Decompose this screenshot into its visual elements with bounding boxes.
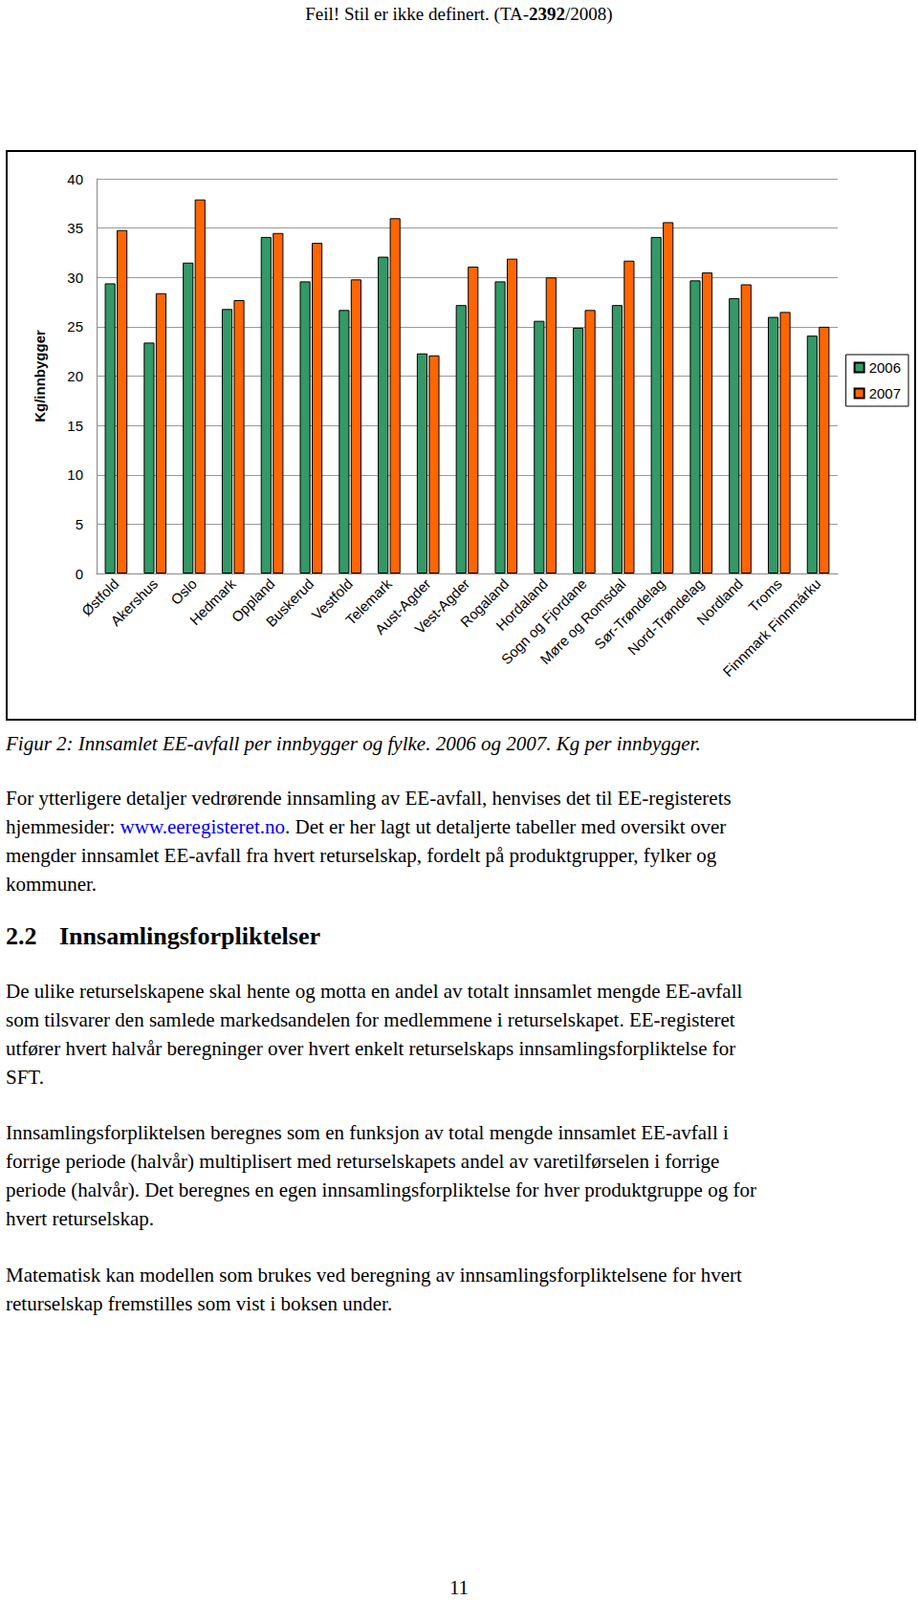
svg-text:35: 35 xyxy=(66,219,84,237)
svg-text:Møre og Romsdal: Møre og Romsdal xyxy=(536,575,629,668)
svg-text:5: 5 xyxy=(75,516,84,533)
svg-text:Vestfold: Vestfold xyxy=(308,575,356,624)
svg-text:Hedmark: Hedmark xyxy=(186,575,240,629)
svg-text:10: 10 xyxy=(66,466,84,483)
svg-text:2007: 2007 xyxy=(869,385,901,402)
svg-text:15: 15 xyxy=(66,417,84,435)
svg-text:Hordaland: Hordaland xyxy=(492,575,551,634)
html-text:11: 11 xyxy=(449,1576,469,1600)
html-text:hvert returselskap.: hvert returselskap. xyxy=(5,1207,155,1231)
svg-text:30: 30 xyxy=(66,269,84,286)
html-text:hjemmesider: www.eeregisteret.: hjemmesider: www.eeregisteret.no. Det er… xyxy=(5,815,726,839)
html-text:Innsamlingsforpliktelsen bereg: Innsamlingsforpliktelsen beregnes som en… xyxy=(5,1121,729,1145)
html-text:mengder innsamlet EE-avfall fr: mengder innsamlet EE-avfall fra hvert re… xyxy=(5,844,717,868)
svg-text:2006: 2006 xyxy=(869,359,901,376)
svg-text:Aust-Agder: Aust-Agder xyxy=(371,575,434,638)
html-text:returselskap fremstilles som v: returselskap fremstilles som vist i boks… xyxy=(5,1292,393,1316)
svg-text:Nordland: Nordland xyxy=(693,575,746,629)
html-text:Innsamlingsforpliktelser: Innsamlingsforpliktelser xyxy=(59,922,321,951)
svg-text:Buskerud: Buskerud xyxy=(262,575,318,631)
html-text:forrige periode (halvår) multi: forrige periode (halvår) multiplisert me… xyxy=(5,1150,720,1174)
svg-text:20: 20 xyxy=(66,368,84,385)
svg-text:Vest-Agder: Vest-Agder xyxy=(411,575,473,637)
svg-text:25: 25 xyxy=(66,318,84,335)
svg-text:0: 0 xyxy=(75,566,84,583)
svg-text:Akershus: Akershus xyxy=(107,575,161,630)
html-text:Matematisk kan modellen som br: Matematisk kan modellen som brukes ved b… xyxy=(5,1264,742,1288)
svg-text:Telemark: Telemark xyxy=(342,575,395,629)
svg-text:Oppland: Oppland xyxy=(228,575,278,626)
html-text:SFT.: SFT. xyxy=(5,1066,44,1090)
html-text:Figur 2: Innsamlet EE-avfall p: Figur 2: Innsamlet EE-avfall per innbygg… xyxy=(5,732,701,756)
svg-text:Finnmark Finnmárku: Finnmark Finnmárku xyxy=(719,575,824,680)
html-text:Feil! Stil er ikke definert. (: Feil! Stil er ikke definert. (TA- 2392 /… xyxy=(305,3,613,24)
svg-text:Sør-Trøndelag: Sør-Trøndelag xyxy=(590,575,668,653)
html-text:kommuner.: kommuner. xyxy=(5,873,97,897)
svg-text:Rogaland: Rogaland xyxy=(456,575,512,631)
svg-text:Sogn og Fjordane: Sogn og Fjordane xyxy=(497,575,590,668)
svg-text:Nord-Trøndelag: Nord-Trøndelag xyxy=(624,575,707,659)
svg-text:Østfold: Østfold xyxy=(78,575,122,620)
html-text:De ulike returselskapene skal: De ulike returselskapene skal hente og m… xyxy=(5,980,743,1004)
html-text:2.2: 2.2 xyxy=(5,922,37,951)
html-text:som tilsvarer den samlede mark: som tilsvarer den samlede markedsandelen… xyxy=(5,1008,736,1032)
html-text:For ytterligere detaljer vedrø: For ytterligere detaljer vedrørende inns… xyxy=(5,786,732,810)
html-text:utfører hvert halvår beregning: utfører hvert halvår beregninger over hv… xyxy=(5,1037,736,1061)
svg-text:Troms: Troms xyxy=(745,575,785,616)
svg-text:Kg/innbygger: Kg/innbygger xyxy=(31,329,48,423)
html-text:periode (halvår). Det beregnes: periode (halvår). Det beregnes en egen i… xyxy=(5,1179,757,1203)
svg-text:40: 40 xyxy=(66,171,84,188)
svg-text:Oslo: Oslo xyxy=(167,575,200,609)
